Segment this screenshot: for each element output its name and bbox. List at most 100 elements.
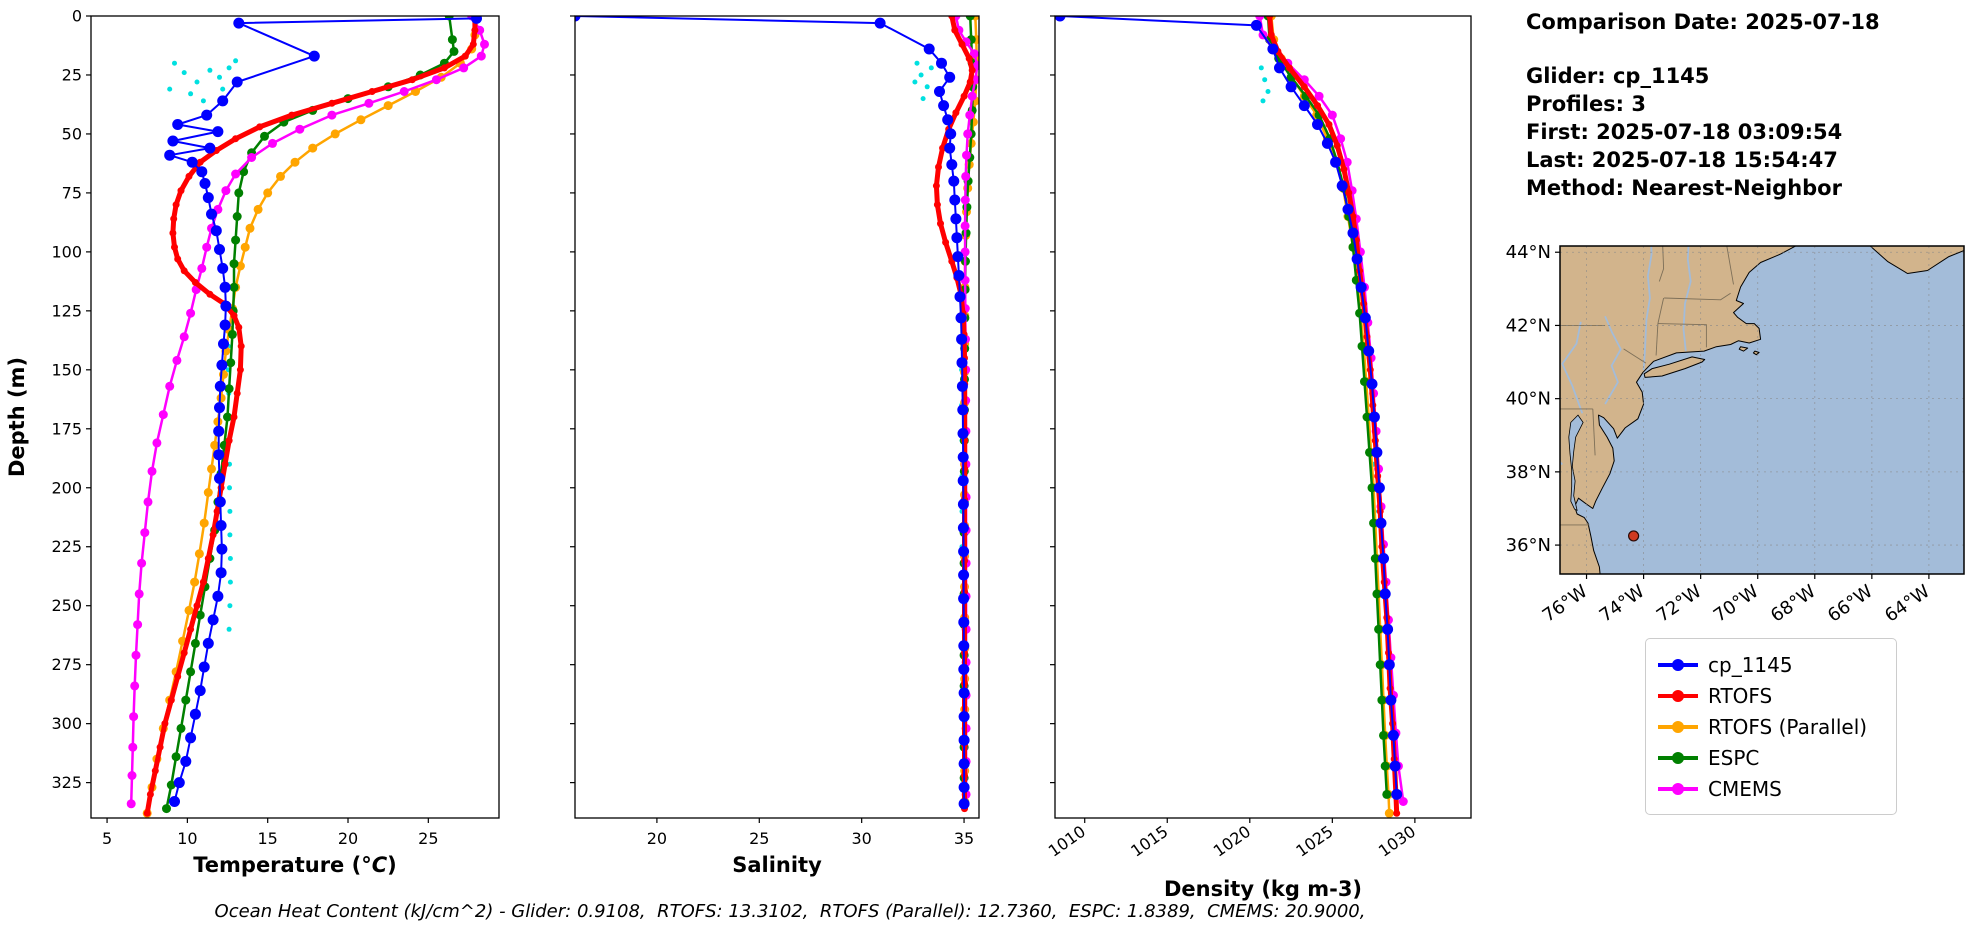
state-border	[1592, 408, 1596, 456]
x-axis-label: Density (kg m-3)	[1164, 877, 1362, 901]
river	[1604, 315, 1622, 405]
long-island	[1643, 356, 1706, 378]
series-cyan-scatter	[912, 60, 965, 550]
island	[1738, 346, 1749, 352]
last-time-text: Last: 2025-07-18 15:54:47	[1526, 148, 1838, 172]
x-tick-label: 15	[258, 829, 278, 848]
comparison-date-text: Comparison Date: 2025-07-18	[1526, 10, 1880, 34]
y-tick-label: 275	[51, 655, 82, 674]
state-border	[1658, 246, 1665, 282]
y-tick-label: 125	[51, 301, 82, 320]
method-text: Method: Nearest-Neighbor	[1526, 176, 1842, 200]
y-tick-label: 175	[51, 419, 82, 438]
x-axis-label: Temperature (°C)	[193, 853, 397, 877]
state-border	[1664, 292, 1731, 301]
info-panel: Comparison Date: 2025-07-18 Glider: cp_1…	[1526, 8, 1880, 202]
series-cp-1145	[575, 16, 970, 810]
plot-area	[126, 16, 489, 818]
axes-frame	[90, 15, 500, 819]
nova-scotia	[1869, 246, 1964, 274]
x-tick-label: 1010	[1045, 822, 1089, 861]
plot-area	[575, 16, 979, 813]
y-tick-label: 225	[51, 537, 82, 556]
map-lat-label: 38°N	[1506, 462, 1551, 483]
y-tick-label: 300	[51, 714, 82, 733]
legend-line-marker	[1658, 658, 1698, 672]
series-cp-1145	[164, 16, 482, 807]
series-cmems	[126, 16, 489, 809]
river	[1642, 246, 1653, 371]
plot-area	[1055, 16, 1408, 818]
glider-position-marker	[1628, 530, 1640, 542]
x-tick-label: 20	[338, 829, 358, 848]
x-tick-label: 20	[647, 829, 667, 848]
legend-item-rtofs-parallel: RTOFS (Parallel)	[1658, 711, 1884, 742]
legend-item-espc: ESPC	[1658, 742, 1884, 773]
map-area	[1560, 246, 1964, 574]
x-tick-label: 35	[954, 829, 974, 848]
x-axis-label: Salinity	[732, 853, 822, 877]
y-tick-label: 325	[51, 773, 82, 792]
y-tick-label: 25	[62, 65, 82, 84]
legend-label: RTOFS (Parallel)	[1708, 714, 1868, 739]
map-lon-label: 72°W	[1653, 581, 1706, 627]
map-lat-label: 36°N	[1506, 535, 1551, 556]
info-gap	[1526, 36, 1880, 62]
series-rtofs-parallel-	[142, 16, 480, 818]
legend: cp_1145 RTOFS RTOFS (Parallel) ESPC CMEM…	[1645, 638, 1897, 815]
location-map: 76°W 74°W 72°W 70°W 68°W 66°W 64°W 36°N 38°N 40°N…	[1506, 242, 1965, 627]
river	[1682, 246, 1692, 352]
legend-label: cp_1145	[1708, 652, 1793, 677]
x-tick-label: 5	[102, 829, 112, 848]
x-tick-label: 25	[418, 829, 438, 848]
state-border	[1623, 348, 1647, 364]
series-espc	[162, 16, 459, 814]
y-tick-label: 150	[51, 360, 82, 379]
y-tick-label: 100	[51, 242, 82, 261]
state-border	[1657, 297, 1665, 324]
map-lon-label: 68°W	[1767, 581, 1820, 627]
x-tick-label: 30	[851, 829, 871, 848]
x-tick-label: 25	[749, 829, 769, 848]
first-time-text: First: 2025-07-18 03:09:54	[1526, 120, 1843, 144]
legend-item-cp-1145: cp_1145	[1658, 649, 1884, 680]
legend-label: ESPC	[1708, 745, 1760, 770]
legend-line-marker	[1658, 782, 1698, 796]
map-lat-label: 42°N	[1506, 315, 1551, 336]
y-tick-label: 50	[62, 124, 82, 143]
map-lat-label: 44°N	[1506, 242, 1551, 263]
profile-charts: 5 10 15 20 250255075100125150175200225250275…	[5, 7, 1472, 901]
y-tick-label: 200	[51, 478, 82, 497]
x-tick-label: 1015	[1127, 822, 1171, 861]
state-border	[1655, 323, 1659, 356]
legend-line-marker	[1658, 689, 1698, 703]
map-lon-label: 76°W	[1539, 581, 1592, 627]
profiles-count-text: Profiles: 3	[1526, 92, 1647, 116]
legend-label: CMEMS	[1708, 776, 1782, 801]
island	[1752, 350, 1760, 356]
ocean-heat-content-caption: Ocean Heat Content (kJ/cm^2) - Glider: 0…	[214, 901, 1366, 922]
x-tick-label: 1025	[1292, 822, 1336, 861]
axes-frame	[574, 15, 980, 819]
series-cp-1145	[1055, 16, 1403, 800]
y-tick-label: 0	[72, 7, 82, 26]
axes-frame	[1054, 15, 1472, 819]
map-lon-label: 70°W	[1710, 581, 1763, 627]
river	[1561, 321, 1584, 414]
map-lon-label: 66°W	[1824, 581, 1877, 627]
map-frame	[1559, 245, 1965, 575]
state-border	[1726, 246, 1734, 285]
series-rtofs	[143, 16, 479, 817]
legend-line-marker	[1658, 720, 1698, 734]
x-tick-label: 1020	[1210, 822, 1254, 861]
y-axis-label: Depth (m)	[5, 357, 29, 477]
y-tick-label: 250	[51, 596, 82, 615]
x-tick-label: 10	[177, 829, 197, 848]
map-lat-label: 40°N	[1506, 389, 1551, 410]
chesapeake-bay	[1568, 414, 1584, 511]
y-tick-label: 75	[62, 183, 82, 202]
legend-item-rtofs: RTOFS	[1658, 680, 1884, 711]
state-border	[1657, 323, 1707, 348]
legend-item-cmems: CMEMS	[1658, 773, 1884, 804]
